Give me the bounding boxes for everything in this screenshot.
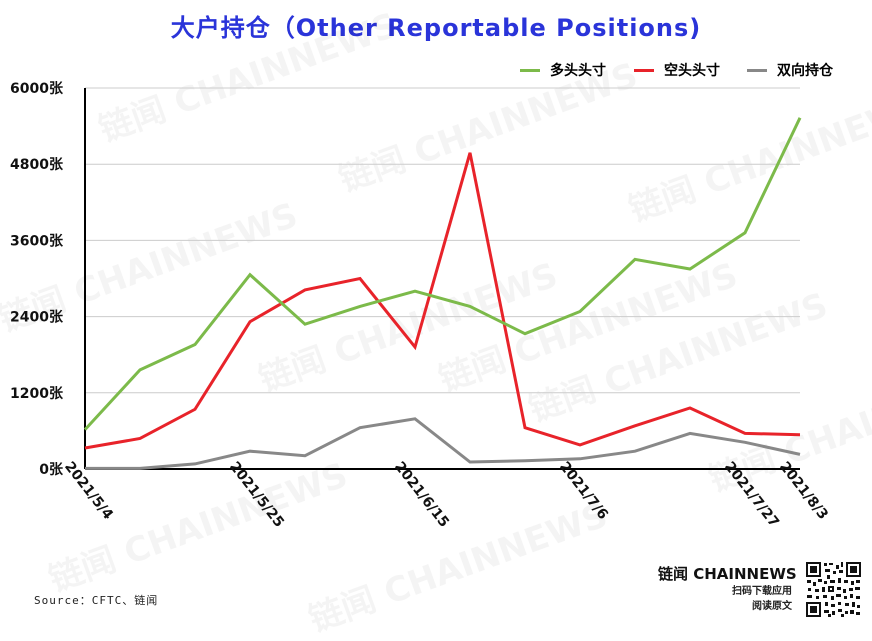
chart-legend: 多头头寸 空头头寸 双向持仓 — [0, 59, 872, 81]
legend-item-spread: 双向持仓 — [747, 59, 833, 81]
series-line-0 — [83, 117, 802, 431]
y-tick-label: 1200张 — [10, 386, 64, 402]
legend-item-short: 空头头寸 — [634, 59, 720, 81]
source-note: Source：CFTC、链闻 — [34, 594, 159, 607]
qr-code-icon[interactable] — [805, 561, 862, 618]
series-line-1 — [84, 152, 801, 450]
chart-title: 大户持仓（Other Reportable Positions) — [170, 14, 702, 42]
y-tick-label: 6000张 — [10, 81, 64, 97]
y-tick-label: 2400张 — [10, 310, 64, 326]
y-tick-label: 4800张 — [10, 157, 64, 173]
brand-read-text: 阅读原文 — [752, 601, 792, 612]
brand-download-text: 扫码下载应用 — [732, 586, 792, 597]
legend-label-long: 多头头寸 — [550, 63, 606, 79]
y-tick-label: 0张 — [39, 462, 64, 478]
legend-label-short: 空头头寸 — [664, 63, 720, 79]
brand-name: 链闻 CHAINNEWS — [658, 565, 797, 583]
legend-swatch-long — [520, 68, 540, 72]
brand-block: 链闻 CHAINNEWS 扫码下载应用 阅读原文 — [658, 563, 797, 614]
legend-item-long: 多头头寸 — [520, 59, 606, 81]
series-line-2 — [85, 417, 801, 470]
x-tick-label: 2021/8/3 — [776, 459, 831, 523]
legend-swatch-short — [634, 68, 654, 72]
y-tick-label: 3600张 — [10, 233, 64, 249]
legend-swatch-spread — [747, 68, 767, 72]
legend-label-spread: 双向持仓 — [777, 63, 833, 79]
